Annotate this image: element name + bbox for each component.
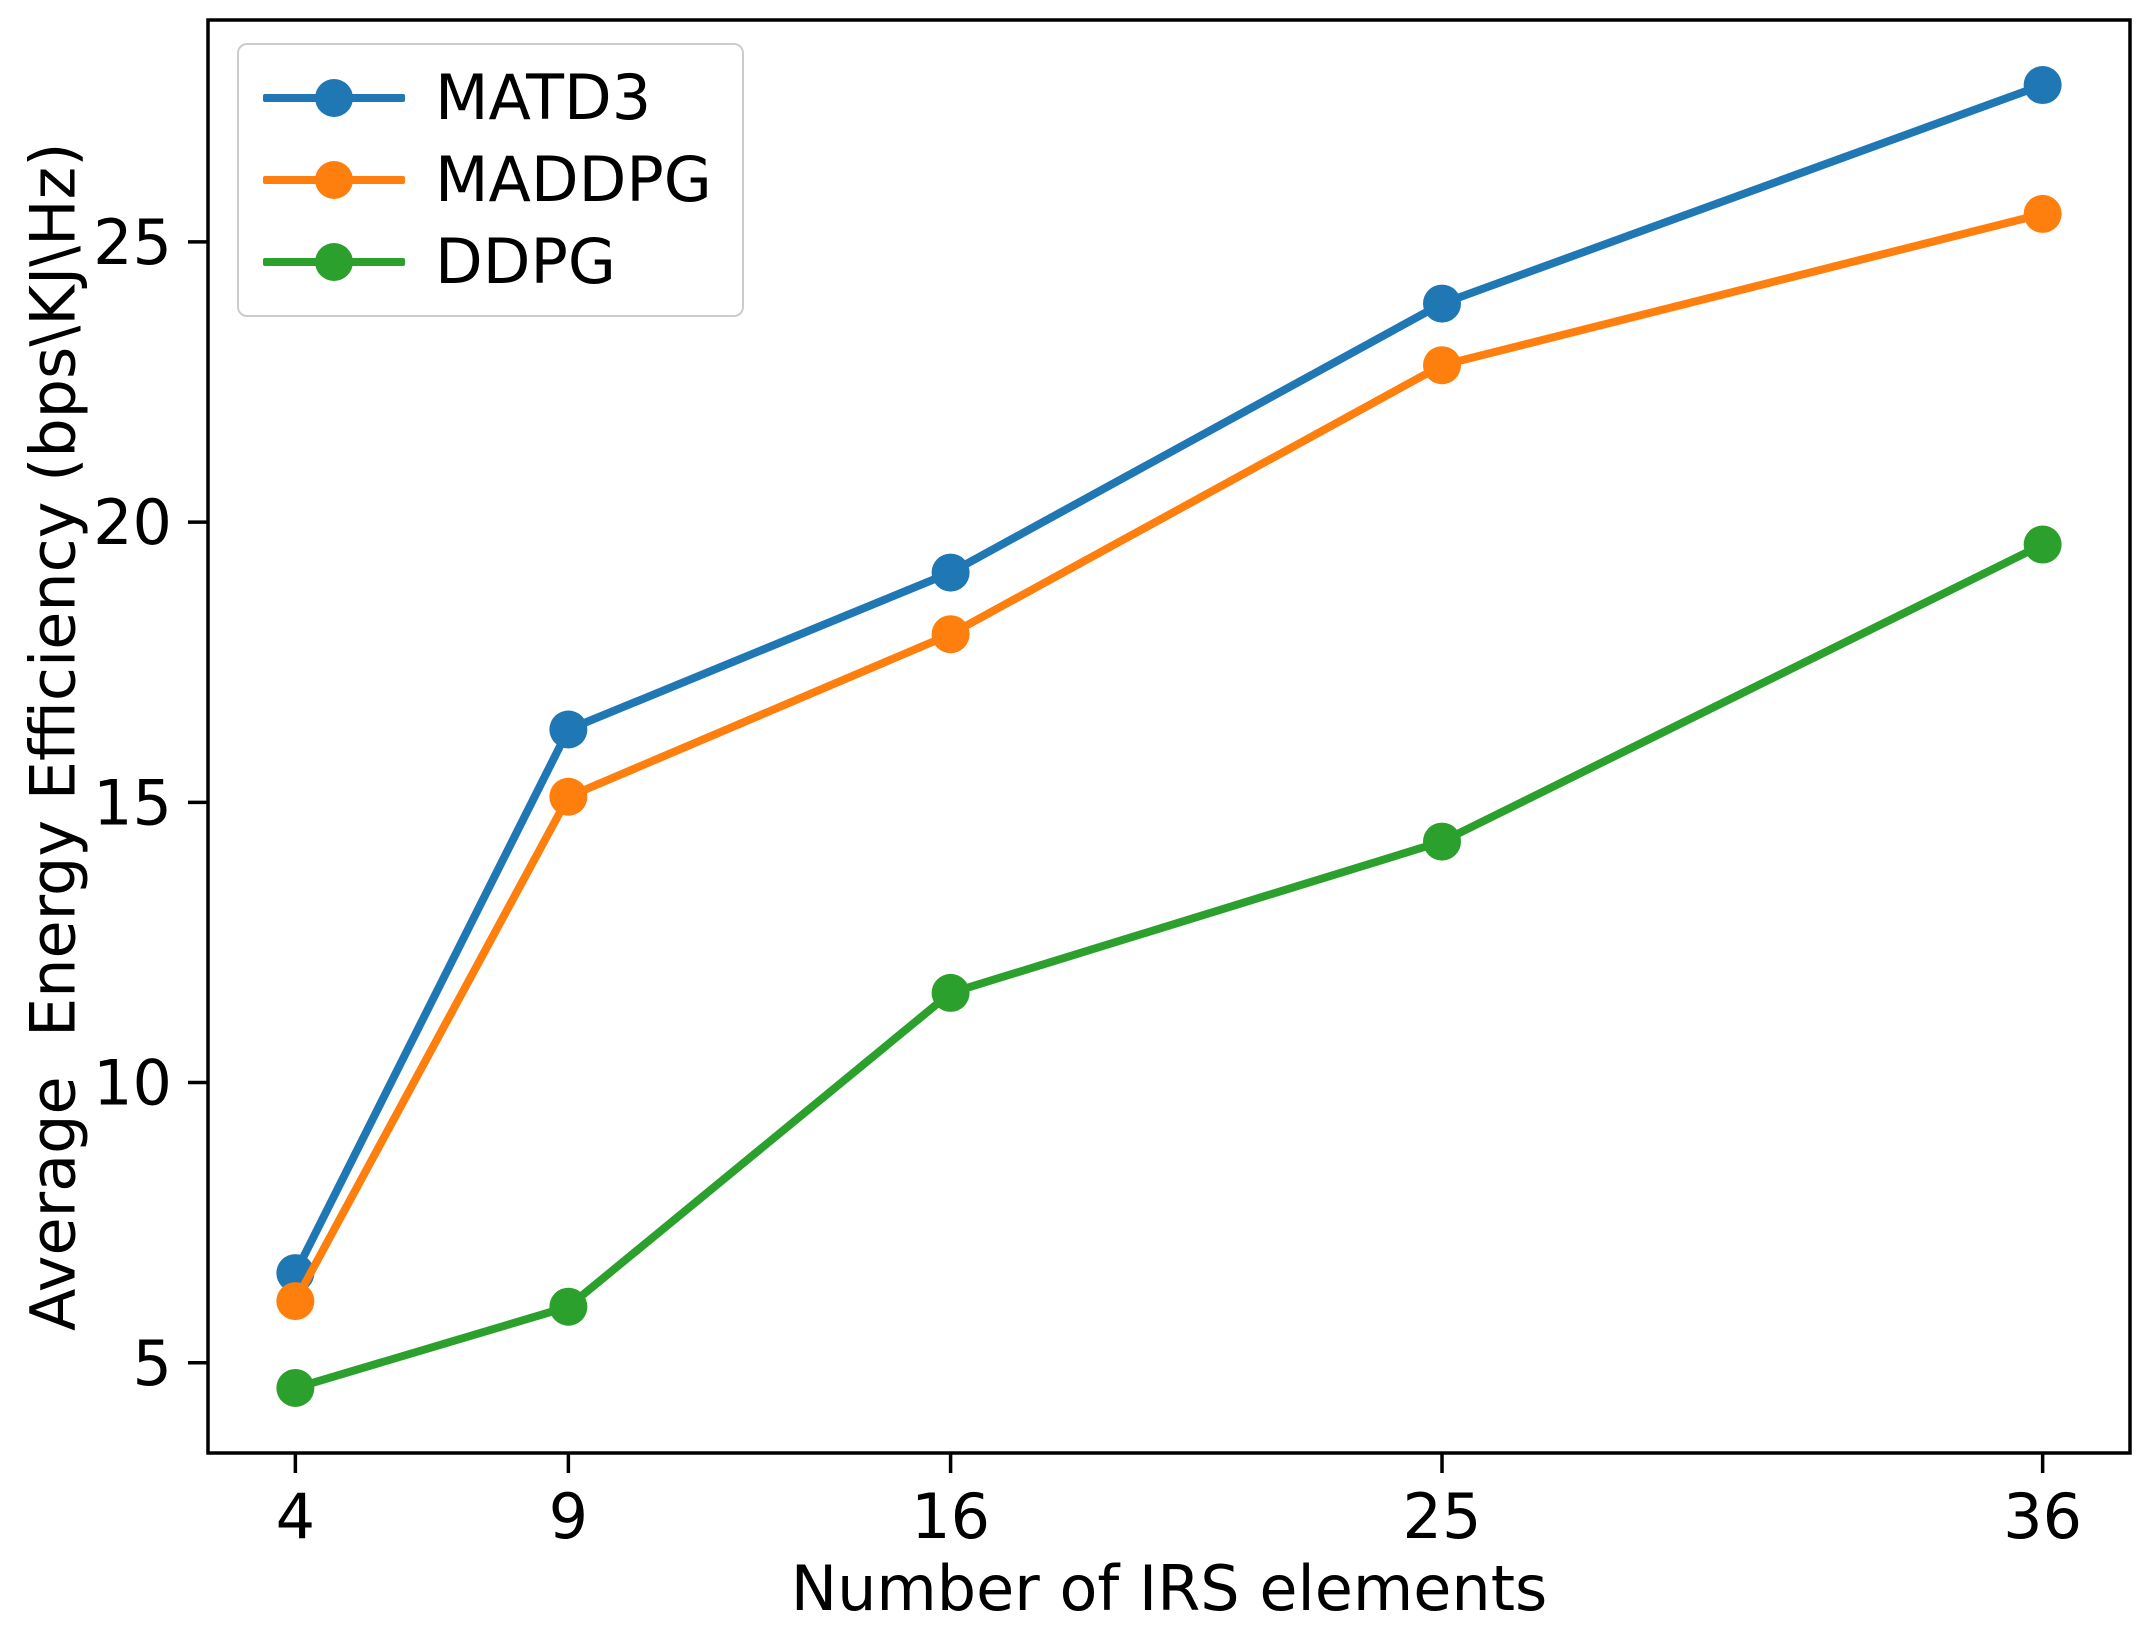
- y-tick-label: 25: [93, 206, 172, 279]
- y-tick-label: 15: [93, 766, 172, 839]
- plot-frame: [206, 18, 2132, 1455]
- x-axis-label: Number of IRS elements: [790, 1552, 1548, 1625]
- series-marker-maddpg: [1423, 346, 1462, 385]
- x-tick-label: 36: [2003, 1480, 2082, 1553]
- series-marker-ddpg: [1423, 822, 1462, 861]
- series-marker-maddpg: [931, 615, 970, 654]
- legend-item: MATD3: [263, 57, 712, 139]
- series-marker-ddpg: [2023, 525, 2062, 564]
- legend-item: MADDPG: [263, 139, 712, 221]
- series-marker-matd3: [2023, 66, 2062, 105]
- series-line-ddpg: [291, 540, 2047, 1392]
- x-tick-label: 9: [549, 1480, 588, 1553]
- x-tick-label: 4: [276, 1480, 315, 1553]
- series-marker-ddpg: [276, 1368, 315, 1407]
- x-tick-label: 16: [911, 1480, 990, 1553]
- y-tick-label: 5: [133, 1327, 172, 1400]
- legend: MATD3 MADDPG DDPG: [237, 43, 744, 317]
- x-tick-label: 25: [1403, 1480, 1482, 1553]
- legend-item: DDPG: [263, 221, 712, 303]
- legend-sample: [263, 242, 405, 282]
- legend-sample: [263, 160, 405, 200]
- series-marker-maddpg: [549, 777, 588, 816]
- y-axis-label: Average Energy Efficiency (bps\KJ\Hz): [16, 142, 90, 1331]
- circle-marker-icon: [315, 161, 353, 199]
- series-marker-ddpg: [549, 1287, 588, 1326]
- y-tick-label: 10: [93, 1047, 172, 1120]
- legend-item-label: DDPG: [435, 225, 616, 298]
- circle-marker-icon: [315, 79, 353, 117]
- legend-sample: [263, 78, 405, 118]
- legend-item-label: MATD3: [435, 61, 652, 134]
- series-marker-matd3: [1423, 284, 1462, 323]
- series-marker-maddpg: [2023, 194, 2062, 233]
- legend-item-label: MADDPG: [435, 143, 712, 216]
- series-marker-ddpg: [931, 973, 970, 1012]
- series-marker-matd3: [931, 553, 970, 592]
- circle-marker-icon: [315, 243, 353, 281]
- y-tick-label: 20: [93, 486, 172, 559]
- series-marker-matd3: [549, 710, 588, 749]
- series-marker-maddpg: [276, 1282, 315, 1321]
